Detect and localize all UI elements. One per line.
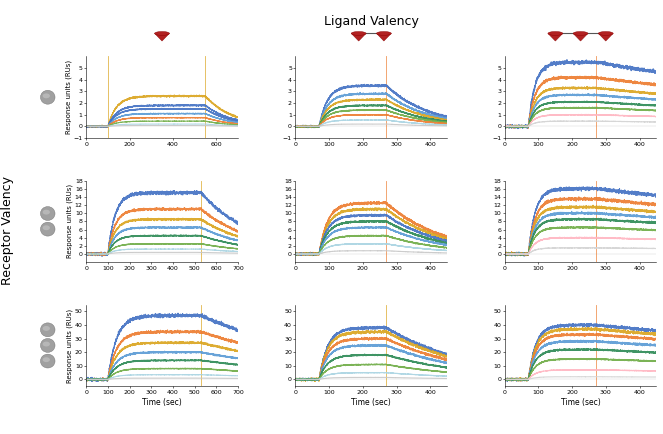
Text: Receptor Valency: Receptor Valency	[1, 175, 15, 285]
X-axis label: Time (sec): Time (sec)	[351, 398, 391, 407]
Y-axis label: Response units (RUs): Response units (RUs)	[67, 184, 74, 258]
X-axis label: Time (sec): Time (sec)	[142, 398, 182, 407]
Y-axis label: Response units (RUs): Response units (RUs)	[67, 309, 74, 382]
Y-axis label: Response units (RUs): Response units (RUs)	[66, 60, 72, 134]
Text: Ligand Valency: Ligand Valency	[324, 15, 419, 28]
X-axis label: Time (sec): Time (sec)	[561, 398, 601, 407]
